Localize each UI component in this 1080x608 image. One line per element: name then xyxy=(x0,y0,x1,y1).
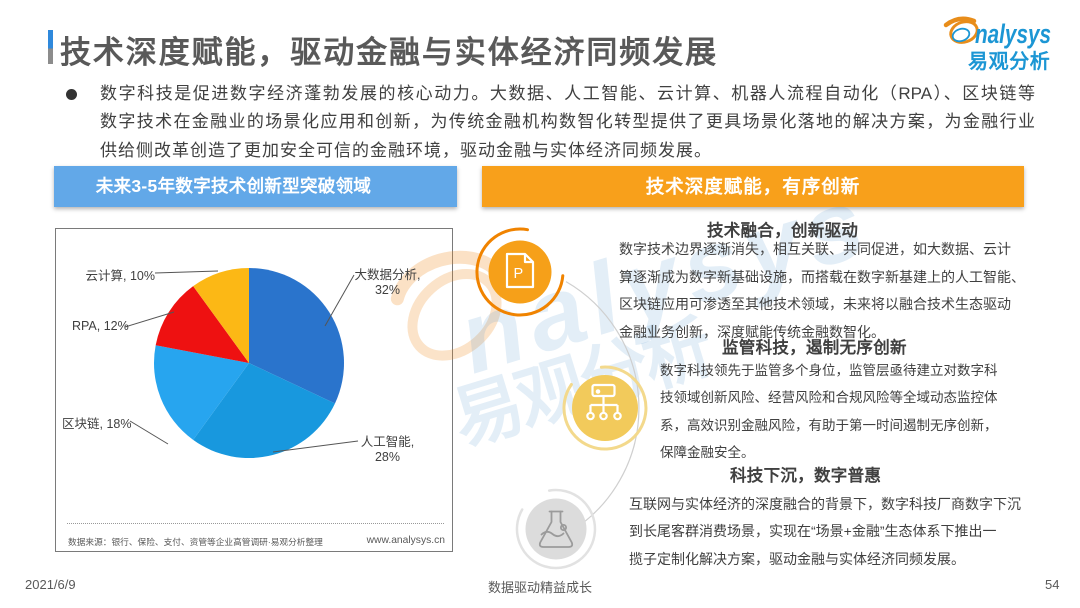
svg-text:nalysys: nalysys xyxy=(975,19,1051,49)
svg-text:P: P xyxy=(514,266,524,282)
svg-text:易观分析: 易观分析 xyxy=(968,50,1050,73)
